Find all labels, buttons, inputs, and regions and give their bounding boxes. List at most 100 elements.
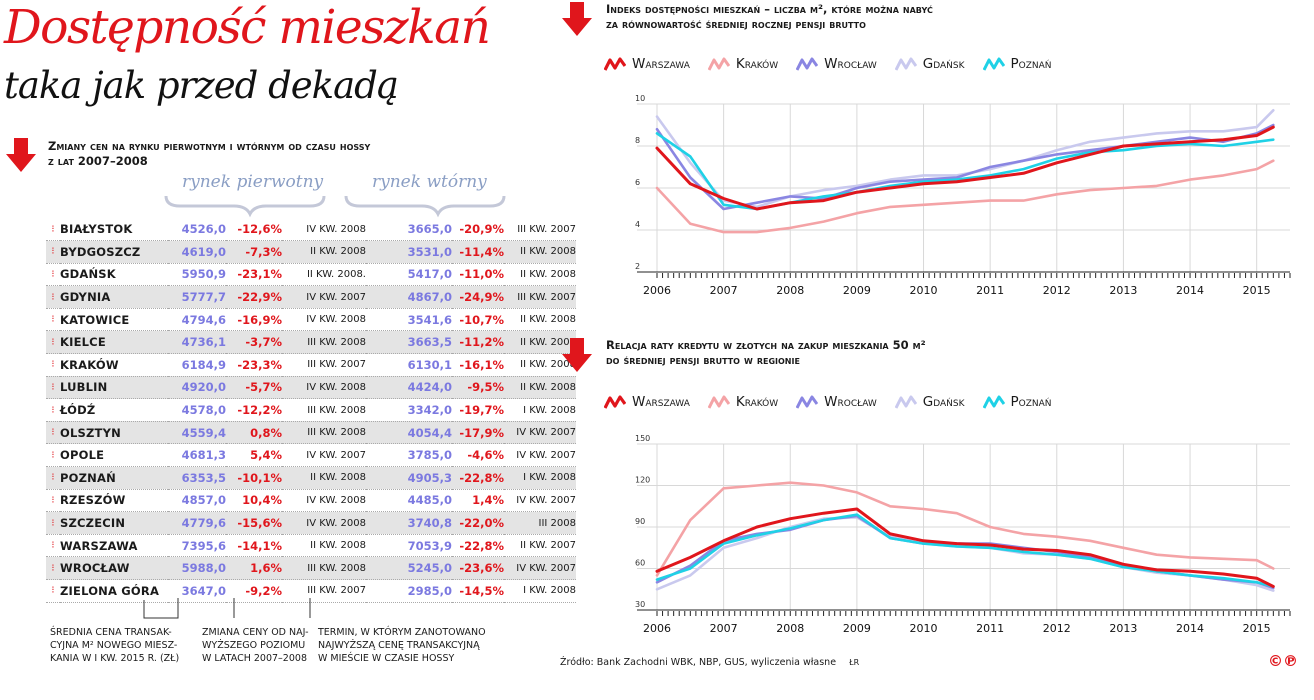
cell-t2: II KW. 2007 (504, 534, 576, 558)
group-label-primary: rynek pierwotny (182, 172, 324, 192)
table-row: ⁝ KATOWICE 4794,6 -16,9% IV KW. 2008 3541,6 -1… (46, 308, 576, 332)
legend-label: Warszawa (632, 394, 690, 410)
group-label-secondary: rynek wtórny (372, 172, 487, 192)
cell-d2: -4,6% (452, 443, 504, 468)
cell-d2: -22,8% (452, 466, 504, 490)
cell-city: WARSZAWA (60, 534, 168, 558)
legend-item: Wrocław (796, 394, 877, 410)
bullet-icon: ⁝ (46, 376, 60, 400)
x-tick-label: 2007 (710, 284, 738, 297)
cell-p1: 3647,0 (168, 579, 226, 603)
cell-p1: 4681,3 (168, 443, 226, 468)
y-tick-label: 90 (635, 517, 645, 526)
legend-label: Kraków (735, 56, 779, 72)
cell-d2: -20,9% (452, 218, 504, 242)
cell-d2: -22,0% (452, 511, 504, 535)
cell-p1: 7395,6 (168, 534, 226, 558)
table-row: ⁝ BIAŁYSTOK 4526,0 -12,6% IV KW. 2008 3665,0-… (46, 218, 576, 242)
cell-t1: IV KW. 2008 (282, 511, 366, 535)
legend-item: Gdańsk (894, 394, 965, 410)
x-tick-label: 2009 (843, 622, 871, 635)
cell-p1: 5988,0 (168, 556, 226, 580)
cell-t2: I KW. 2008 (504, 398, 576, 422)
chart1-heading: Indeks dostępności mieszkań – liczba m²,… (606, 2, 933, 32)
table-row: ⁝ KIELCE 4736,1 -3,7% III KW. 2008 3663,5 -11,… (46, 330, 576, 355)
note-pointers (143, 598, 311, 619)
cell-p1: 6353,5 (168, 466, 226, 490)
x-tick-label: 2012 (1043, 284, 1071, 297)
cell-t2: III 2008 (504, 511, 576, 535)
cell-t1: II KW. 2008 (282, 240, 366, 264)
series-line-1 (655, 481, 1275, 577)
cell-city: RZESZÓW (60, 489, 168, 513)
x-tick-label: 2015 (1243, 284, 1271, 297)
cell-p1: 4736,1 (168, 330, 226, 355)
legend-item: Kraków (707, 394, 779, 410)
arrow-down-icon (6, 138, 36, 172)
cell-t2: IV KW. 2007 (504, 421, 576, 445)
cell-p2: 3342,0 (366, 398, 452, 422)
cell-t1: III KW. 2008 (282, 398, 366, 422)
legend-swatch-icon (894, 395, 917, 409)
author-initials: ŁR (849, 658, 860, 667)
note-line: W MIEŚCIE W CZASIE HOSSY (318, 653, 455, 664)
y-tick-label: 120 (635, 476, 650, 485)
cell-d2: -17,9% (452, 421, 504, 445)
legend-label: Poznań (1010, 394, 1052, 410)
table-row: ⁝ ŁÓDŹ 4578,0 -12,2% III KW. 2008 3342,0 -19,7… (46, 398, 576, 422)
price-table: ⁝ BIAŁYSTOK 4526,0 -12,6% IV KW. 2008 3665,0-… (46, 218, 576, 603)
cell-d1: -14,1% (226, 534, 282, 558)
cell-city: SZCZECIN (60, 511, 168, 535)
cell-city: BYDGOSZCZ (60, 240, 168, 264)
page-title: Dostępność mieszkań (4, 0, 491, 55)
cell-t1: II KW. 2008. (282, 263, 366, 287)
bullet-icon: ⁝ (46, 218, 60, 242)
bullet-icon: ⁝ (46, 330, 60, 355)
cell-d1: -10,1% (226, 466, 282, 490)
table-row: ⁝ RZESZÓW 4857,0 10,4% IV KW. 2008 4485,0 1,4%… (46, 489, 576, 513)
cell-d1: -23,1% (226, 263, 282, 287)
cell-p2: 4905,3 (366, 466, 452, 490)
note-line: KANIA W I KW. 2015 R. (ZŁ) (50, 653, 180, 664)
bullet-icon: ⁝ (46, 421, 60, 445)
chart1-heading-line2: za równowartość średniej rocznej pensji … (606, 17, 866, 31)
x-tick-label: 2010 (910, 284, 938, 297)
cell-d1: -23,3% (226, 353, 282, 377)
publisher-logo: ©℗ (1268, 652, 1298, 670)
cell-t1: III KW. 2007 (282, 353, 366, 377)
note-line: CYJNA M² NOWEGO MIESZ- (50, 640, 178, 651)
cell-d1: -12,6% (226, 218, 282, 242)
legend-item: Kraków (707, 56, 779, 72)
bullet-icon: ⁝ (46, 466, 60, 490)
cell-d2: -19,7% (452, 398, 504, 422)
legend-item: Warszawa (604, 56, 690, 72)
y-tick-label: 6 (635, 178, 640, 187)
legend-label: Kraków (735, 394, 779, 410)
note-line: NAJWYŻSZĄ CENĘ TRANSAKCYJNĄ (318, 640, 480, 651)
cell-d1: -12,2% (226, 398, 282, 422)
source-note: Źródło: Bank Zachodni WBK, NBP, GUS, wyl… (560, 657, 859, 668)
source-text: Źródło: Bank Zachodni WBK, NBP, GUS, wyl… (560, 657, 837, 668)
bullet-icon: ⁝ (46, 511, 60, 535)
cell-d1: -5,7% (226, 376, 282, 400)
cell-p2: 3541,6 (366, 308, 452, 332)
cell-p2: 3785,0 (366, 443, 452, 468)
cell-t2: IV KW. 2007 (504, 443, 576, 468)
x-tick-label: 2011 (976, 622, 1004, 635)
cell-d2: -16,1% (452, 353, 504, 377)
cell-p2: 4867,0 (366, 285, 452, 309)
cell-city: WROCŁAW (60, 556, 168, 580)
x-tick-label: 2007 (710, 622, 738, 635)
table-row: ⁝ GDAŃSK 5950,9 -23,1% II KW. 2008. 5417,0 -11… (46, 263, 576, 287)
note-line: W LATACH 2007–2008 (202, 653, 307, 664)
legend-label: Warszawa (632, 56, 690, 72)
cell-t2: I KW. 2008 (504, 579, 576, 603)
cell-t2: II KW. 2008 (504, 263, 576, 287)
bullet-icon: ⁝ (46, 398, 60, 422)
cell-t1: IV KW. 2008 (282, 218, 366, 242)
cell-p1: 4559,4 (168, 421, 226, 445)
legend-swatch-icon (894, 57, 917, 71)
cell-p2: 3663,5 (366, 330, 452, 355)
bullet-icon: ⁝ (46, 285, 60, 309)
bullet-icon: ⁝ (46, 534, 60, 558)
